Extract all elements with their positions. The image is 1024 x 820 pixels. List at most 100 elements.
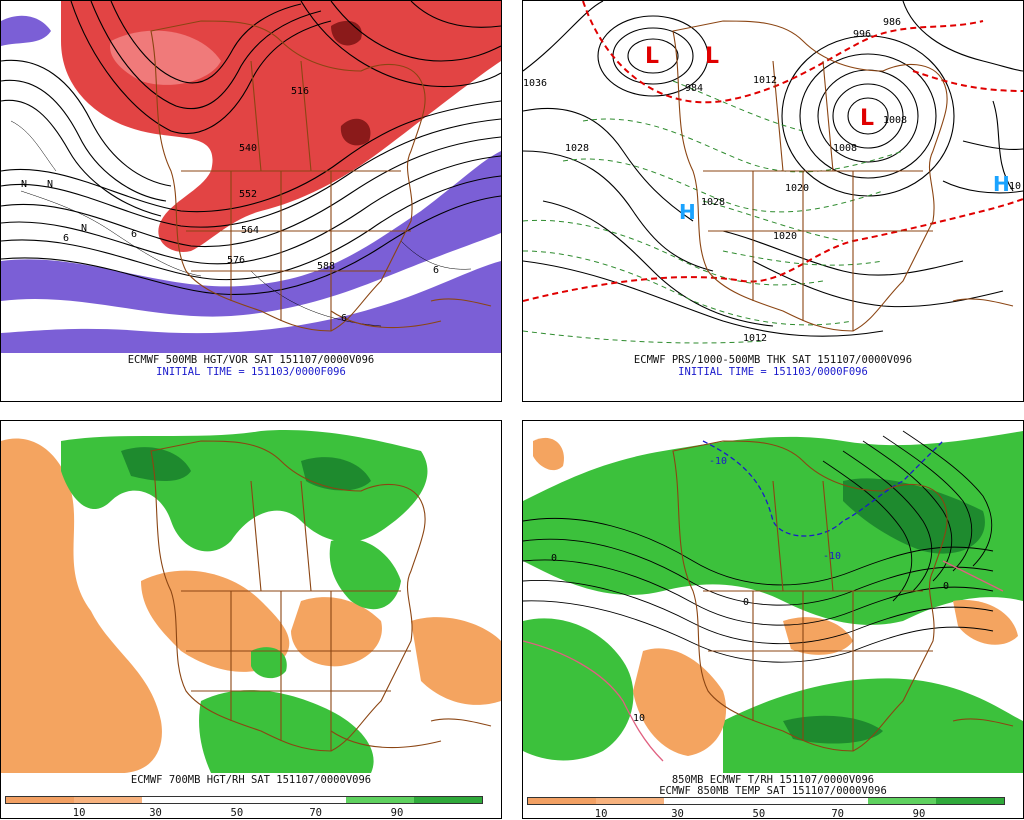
colorbar-segment — [414, 797, 482, 803]
height-contours — [1, 1, 501, 296]
contour-label: 6 — [341, 313, 347, 324]
colorbar-tick: 50 — [752, 808, 766, 820]
contour-label: N — [47, 179, 53, 190]
moist-area-north — [523, 431, 1023, 625]
contour-label: 516 — [291, 86, 309, 97]
panel-500mb: 516 540 552 564 576 588 6 6 6 6 N N N EC… — [0, 0, 502, 402]
map-700mb-svg — [1, 430, 501, 773]
contour-label: 1028 — [701, 197, 725, 208]
pos-vorticity-dark-2 — [340, 118, 371, 146]
high-pressure-marker: H — [993, 172, 1010, 196]
neg-vorticity-band-white — [1, 233, 501, 334]
dry-area-central — [141, 570, 290, 672]
colorbar-segment — [6, 797, 74, 803]
contour-label: 1008 — [883, 115, 907, 126]
moist-area-north-dark — [121, 447, 191, 481]
low-pressure-marker: L — [705, 44, 719, 69]
map-500mb-svg: 516 540 552 564 576 588 6 6 6 6 N N N — [1, 1, 501, 353]
init-time-surface: INITIAL TIME = 151103/0000F096 — [678, 366, 868, 378]
moist-area-south-dark — [783, 715, 883, 744]
contour-label: 576 — [227, 255, 245, 266]
contour-label: 1012 — [753, 75, 777, 86]
dry-area-north — [533, 437, 564, 471]
dry-area-east — [953, 600, 1018, 645]
contour-label: 1020 — [773, 231, 797, 242]
colorbar-segment — [868, 798, 936, 804]
colorbar-700mb — [5, 796, 483, 804]
contour-label: 552 — [239, 189, 257, 200]
contour-label: -10 — [709, 456, 727, 467]
low-pressure-marker: L — [860, 106, 874, 131]
colorbar-segment — [800, 798, 868, 804]
contour-label: 986 — [883, 17, 901, 28]
contour-label: 1012 — [743, 333, 767, 344]
colorbar-segment — [142, 797, 210, 803]
contour-label: 564 — [241, 225, 259, 236]
colorbar-tick: 10 — [72, 807, 86, 819]
colorbar-tick: 30 — [149, 807, 162, 819]
temperature-contours — [523, 430, 994, 663]
moist-area-north-dark-2 — [301, 457, 371, 491]
colorbar-tick: 50 — [230, 807, 244, 819]
colorbar-segment — [74, 797, 142, 803]
contour-labels-850mb: -10 -10 0 0 0 10 — [551, 456, 949, 724]
contour-label: 0 — [743, 597, 749, 608]
colorbar-ticks-850mb: 10 30 50 70 90 — [527, 808, 1005, 820]
contour-label: 0 — [551, 553, 557, 564]
dry-area-east — [291, 597, 382, 667]
title-850mb-rh: 850MB ECMWF T/RH 151107/0000V096 — [671, 774, 875, 786]
contour-label: 6 — [63, 233, 69, 244]
pos-vorticity-dark-1 — [331, 20, 362, 46]
moist-area-north — [61, 430, 428, 552]
colorbar-segment — [528, 798, 596, 804]
colorbar-tick: 90 — [912, 808, 926, 820]
temp-contour-pink — [523, 560, 1004, 762]
colorbar-segment — [210, 797, 278, 803]
title-850mb-temp: ECMWF 850MB TEMP SAT 151107/0000V096 — [659, 785, 887, 797]
contour-label: 1008 — [833, 143, 857, 154]
map-700mb — [1, 421, 501, 773]
moist-area-south — [199, 690, 374, 773]
temp-contour-blue — [702, 440, 944, 537]
isobars — [523, 1, 1023, 337]
colorbar-segment — [596, 798, 664, 804]
contour-label: 1028 — [565, 143, 589, 154]
title-surface: ECMWF PRS/1000-500MB THK SAT 151107/0000… — [633, 354, 913, 366]
map-outlines-surface — [672, 20, 1014, 332]
contour-label: 588 — [317, 261, 335, 272]
contour-label: 540 — [239, 143, 257, 154]
contour-label: 10 — [633, 713, 645, 724]
moist-area-west — [523, 618, 634, 761]
thickness-dashed-green — [523, 80, 904, 344]
colorbar-segment — [278, 797, 346, 803]
contour-label: N — [81, 223, 87, 234]
colorbar-850mb — [527, 797, 1005, 805]
colorbar-ticks-700mb: 10 30 50 70 90 — [5, 807, 483, 819]
contour-label: 0 — [943, 581, 949, 592]
map-850mb: -10 -10 0 0 0 10 — [523, 421, 1023, 773]
title-700mb: ECMWF 700MB HGT/RH SAT 151107/0000V096 — [130, 774, 372, 786]
title-500mb: ECMWF 500MB HGT/VOR SAT 151107/0000V096 — [127, 354, 375, 366]
dry-area-central — [783, 617, 853, 655]
contour-label: N — [21, 179, 27, 190]
colorbar-tick: 30 — [671, 808, 684, 820]
dry-area-ocean — [411, 617, 501, 705]
contour-labels-surface: 1036 984 1012 1028 1028 1020 1020 1012 9… — [523, 17, 1021, 344]
map-outlines-700mb — [150, 440, 492, 752]
contour-label: 1020 — [785, 183, 809, 194]
panel-850mb: -10 -10 0 0 0 10 850MB ECMWF T/RH 151107… — [522, 420, 1024, 820]
contour-label: 1036 — [523, 78, 547, 89]
map-500mb: 516 540 552 564 576 588 6 6 6 6 N N N — [1, 1, 501, 353]
contour-label: 6 — [433, 265, 439, 276]
panel-surface-pressure: L L L H H 1036 984 1012 1028 1028 1020 1… — [522, 0, 1024, 402]
map-surface-svg: L L L H H 1036 984 1012 1028 1028 1020 1… — [523, 1, 1023, 344]
colorbar-tick: 90 — [390, 807, 404, 819]
init-time-500mb: INITIAL TIME = 151103/0000F096 — [156, 366, 346, 378]
map-surface: L L L H H 1036 984 1012 1028 1028 1020 1… — [523, 1, 1023, 353]
high-pressure-marker: H — [679, 200, 696, 224]
contour-label: 10 — [1009, 181, 1021, 192]
contour-labels-500mb: 516 540 552 564 576 588 6 6 6 6 N N N — [21, 86, 439, 324]
colorbar-segment — [346, 797, 414, 803]
moist-area-east — [329, 538, 401, 610]
colorbar-tick: 10 — [594, 808, 608, 820]
